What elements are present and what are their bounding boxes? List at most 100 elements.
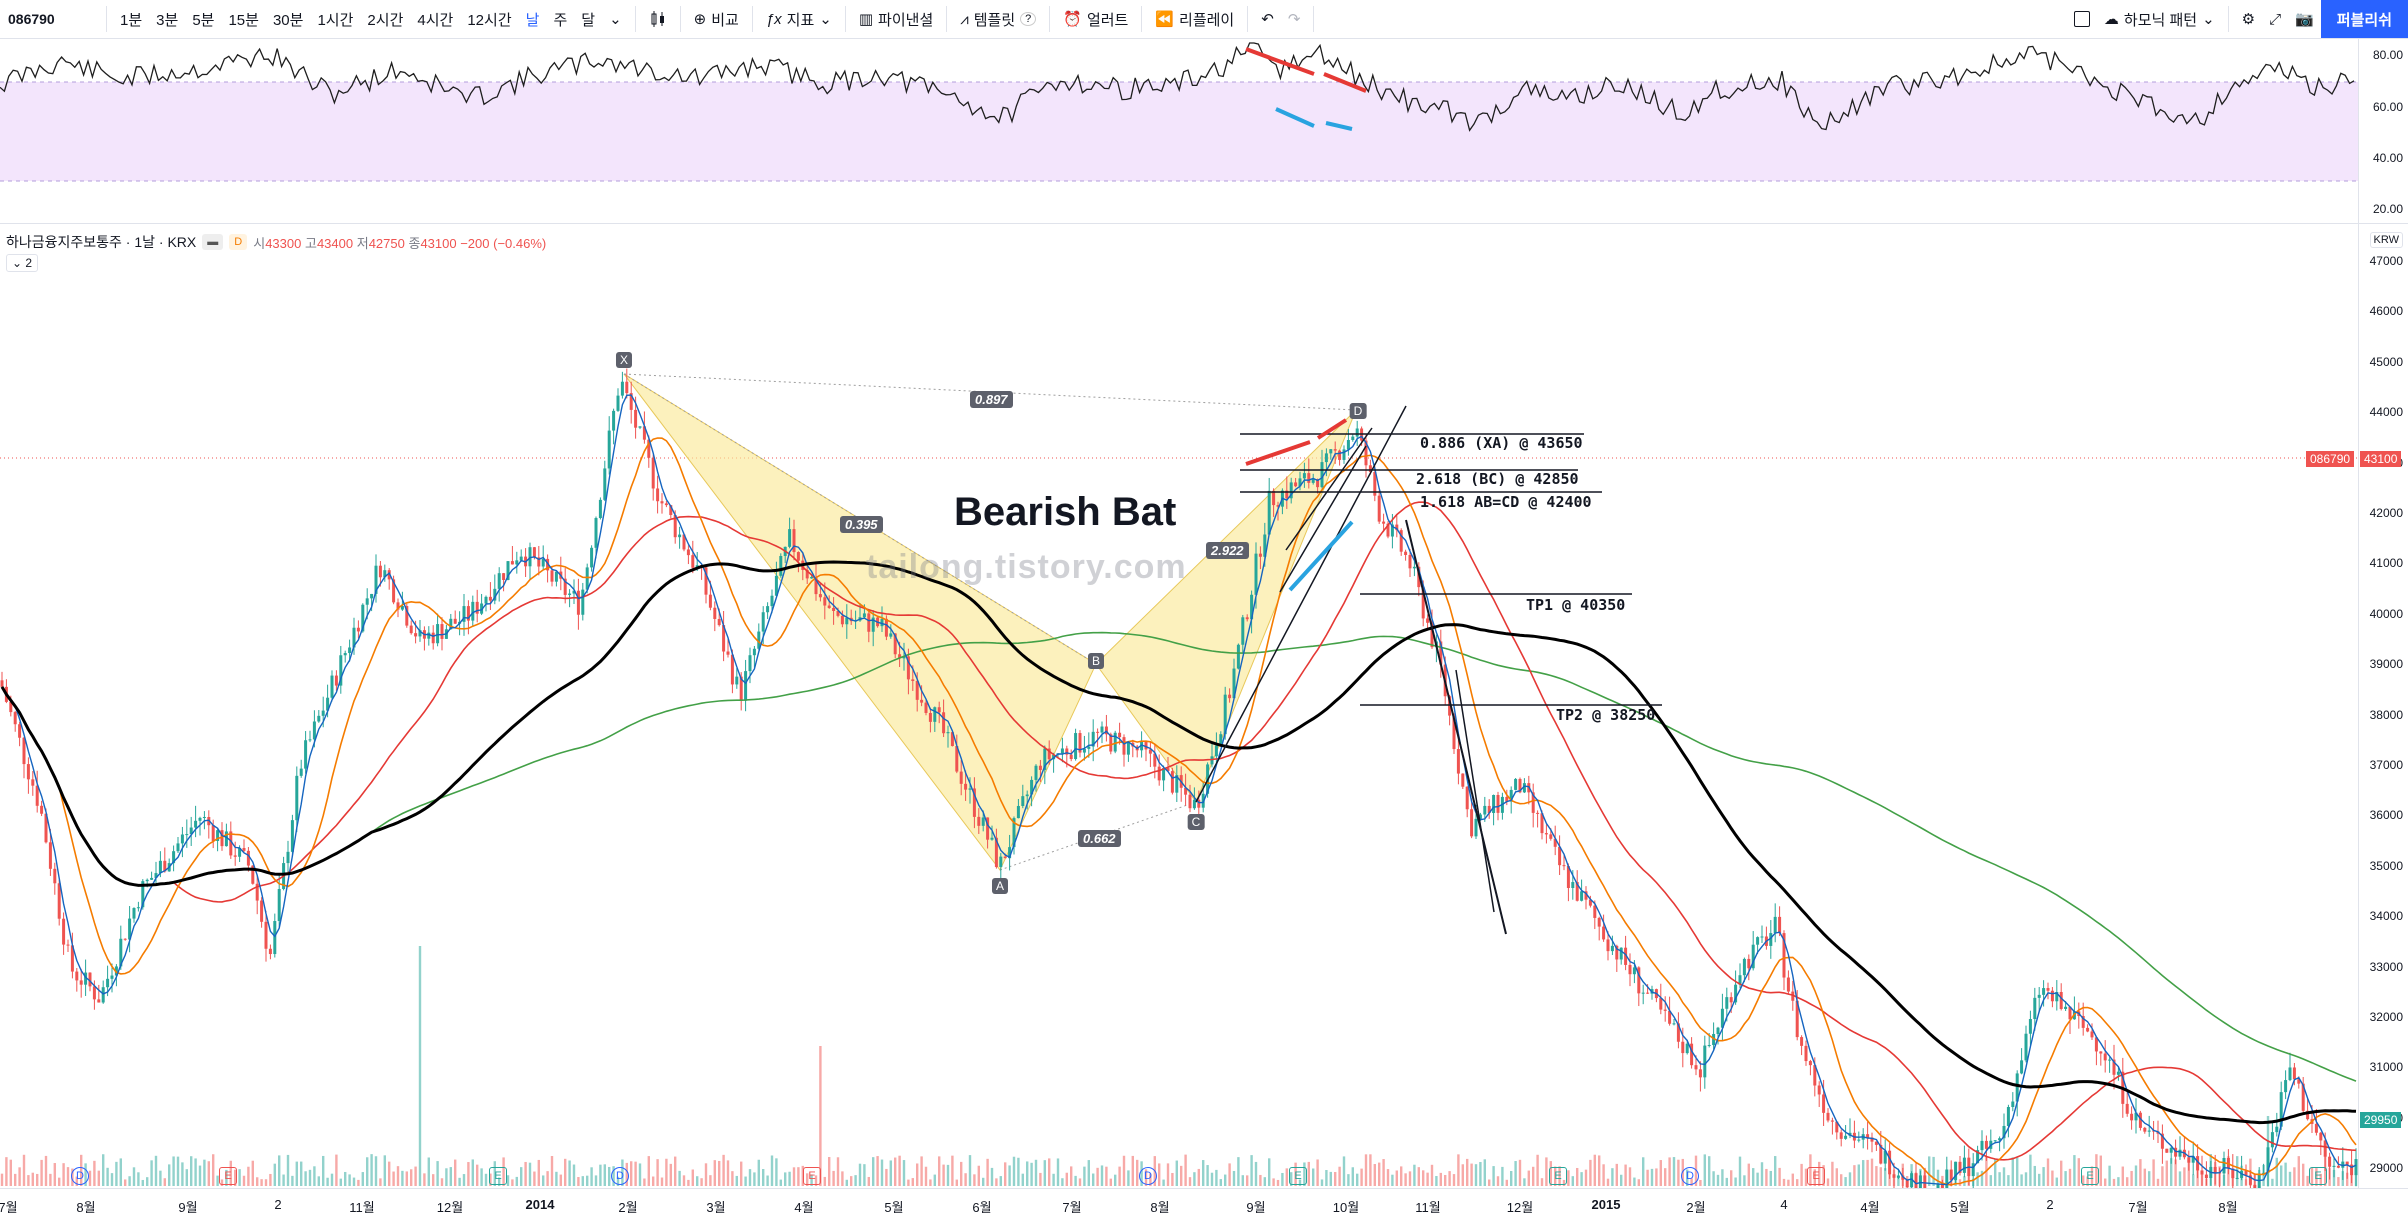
interval-day[interactable]: 날 [525, 11, 540, 29]
event-marker[interactable]: E [1807, 1167, 1825, 1185]
candle-body [1333, 449, 1337, 451]
fullscreen-icon[interactable]: ⤢ [2269, 10, 2282, 28]
compare-button[interactable]: ⊕ 비교 [693, 11, 739, 29]
volume-bar [1065, 1172, 1068, 1186]
pattern-point-b[interactable]: B [1087, 653, 1105, 669]
event-marker[interactable]: D [1681, 1167, 1699, 1185]
candle-body [1241, 617, 1245, 645]
volume-bar [388, 1161, 391, 1186]
symbol-name[interactable]: 하나금융지주보통주 · 1날 · KRX [6, 234, 197, 250]
candle-body [1984, 1140, 1988, 1149]
interval-3m[interactable]: 3분 [156, 11, 179, 29]
publish-button[interactable]: 퍼블리쉬 [2320, 0, 2408, 38]
candle-body [994, 837, 998, 868]
volume-bar [1074, 1175, 1077, 1186]
volume-bar [238, 1169, 241, 1186]
event-marker[interactable]: E [1549, 1167, 1567, 1185]
currency-selector[interactable]: KRW [2369, 232, 2403, 248]
pattern-point-a[interactable]: A [991, 878, 1009, 894]
volume-bar [93, 1160, 96, 1186]
interval-2h[interactable]: 2시간 [367, 11, 404, 29]
camera-icon[interactable]: 📷 [2295, 11, 2314, 28]
volume-bar [696, 1176, 699, 1186]
undo-icon[interactable]: ↶ [1261, 11, 1274, 28]
candles-icon[interactable] [642, 10, 674, 28]
pattern-point-x[interactable]: X [615, 352, 633, 368]
replay-button[interactable]: ⏪ 리플레이 [1155, 11, 1235, 29]
volume-bar [2346, 1172, 2349, 1186]
collapse-indicators-button[interactable]: ⌄ 2 [6, 254, 39, 272]
candle-body [656, 488, 660, 502]
candle-body [581, 589, 585, 615]
event-marker[interactable]: D [1139, 1167, 1157, 1185]
interval-5m[interactable]: 5분 [192, 11, 215, 29]
event-marker[interactable]: D [611, 1167, 629, 1185]
interval-1h[interactable]: 1시간 [317, 11, 354, 29]
candle-body [194, 820, 198, 828]
interval-4h[interactable]: 4시간 [417, 11, 454, 29]
interval-30m[interactable]: 30분 [272, 11, 304, 29]
checkbox-icon[interactable] [2067, 11, 2097, 27]
event-marker[interactable]: E [2081, 1167, 2099, 1185]
financials-button[interactable]: ▥ 파이낸셜 [858, 11, 934, 29]
event-marker[interactable]: E [489, 1167, 507, 1185]
candle-body [1338, 450, 1342, 460]
price-axis[interactable]: KRW 470004600045000440004300042000410004… [2358, 224, 2408, 1188]
volume-bar [2011, 1157, 2014, 1186]
price-tick: 40000 [2369, 606, 2403, 621]
volume-bar [1540, 1178, 1544, 1186]
indicators-button[interactable]: ƒx 지표 ⌄ [765, 10, 832, 29]
interval-month[interactable]: 달 [581, 11, 596, 29]
candle-body [1844, 1135, 1848, 1139]
rsi-axis[interactable]: 80.00 60.00 40.00 20.00 [2358, 39, 2408, 224]
event-marker[interactable]: E [803, 1167, 821, 1185]
event-marker[interactable]: E [2309, 1167, 2327, 1185]
candle-body [2094, 1037, 2098, 1052]
time-axis[interactable]: 7월 8월 9월 2 11월 12월 2014 2월 3월 4월 5월 6월 7월 8월 9월 10월 11월 1… [0, 1188, 2408, 1219]
candle-body [774, 575, 778, 596]
redo-icon[interactable]: ↷ [1287, 11, 1301, 28]
price-chart[interactable] [0, 224, 2358, 1188]
symbol-search[interactable]: 086790 [8, 11, 55, 27]
candle-body [440, 624, 444, 639]
chart-legend: 하나금융지주보통주 · 1날 · KRX ▬ D 시43300 고43400 저… [6, 232, 546, 252]
candle-body [2284, 1080, 2288, 1093]
candle-body [990, 837, 994, 840]
templates-button[interactable]: ⩘ 템플릿? [953, 9, 1043, 30]
interval-1m[interactable]: 1분 [120, 11, 143, 29]
chevron-down-icon[interactable]: ⌄ [609, 11, 622, 28]
interval-week[interactable]: 주 [553, 11, 568, 29]
candle-body [1025, 794, 1029, 797]
time-tick: 11월 [349, 1200, 375, 1215]
volume-bar [564, 1158, 567, 1186]
ohlc-values: 시43300 고43400 저42750 종43100 −200 (−0.46%… [253, 235, 547, 251]
pattern-point-c[interactable]: C [1187, 814, 1205, 830]
volume-bar [269, 1173, 272, 1186]
gear-icon[interactable]: ⚙ [2241, 11, 2256, 28]
volume-bar [2126, 1177, 2129, 1186]
candle-body [1734, 984, 1738, 1003]
candle-body [2064, 1006, 2068, 1009]
volume-bar [2156, 1178, 2160, 1186]
rsi-pane[interactable] [0, 39, 2358, 224]
alert-button[interactable]: ⏰ 얼러트 [1063, 11, 1129, 29]
volume-bar [1078, 1178, 1082, 1186]
event-marker[interactable]: D [71, 1167, 89, 1185]
volume-bar [788, 1171, 791, 1186]
volume-bar [1818, 1161, 1821, 1186]
candle-body [862, 613, 866, 618]
harmonic-pattern-button[interactable]: ☁ 하모닉 패턴 ⌄ [2103, 11, 2215, 29]
interval-15m[interactable]: 15분 [228, 11, 259, 29]
volume-bar [194, 1158, 197, 1186]
event-marker[interactable]: E [1289, 1167, 1307, 1185]
candle-body [814, 577, 818, 595]
interval-12h[interactable]: 12시간 [467, 11, 512, 29]
volume-bar [2130, 1170, 2133, 1186]
pattern-point-d[interactable]: D [1349, 403, 1367, 419]
volume-bar [643, 1178, 646, 1186]
candle-body [312, 721, 316, 740]
volume-bar [1158, 1163, 1161, 1186]
volume-bar [836, 1157, 840, 1186]
volume-bar [216, 1175, 219, 1186]
event-marker[interactable]: E [219, 1167, 237, 1185]
